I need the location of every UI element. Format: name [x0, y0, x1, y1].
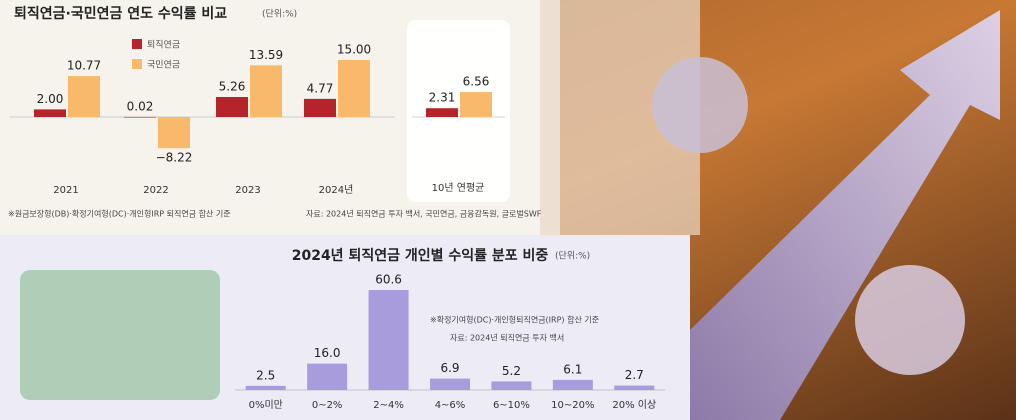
value-label: 15.00: [337, 43, 371, 57]
banknote-arrow: [690, 10, 1000, 420]
money-stack: [20, 270, 220, 400]
bar: [460, 92, 492, 117]
magnifier: [652, 57, 748, 153]
magnifier: [855, 265, 965, 375]
value-label: 13.59: [249, 48, 283, 62]
unit: (단위:%): [262, 9, 297, 20]
bar: [430, 378, 470, 390]
chart-title: 퇴직연금·국민연금 연도 수익률 비교: [14, 5, 227, 22]
note: 자료: 2024년 퇴직연금 투자 백서: [450, 333, 564, 343]
value-label: 6.56: [463, 75, 490, 89]
value-label: 10.77: [67, 59, 101, 73]
value-label: −8.22: [156, 151, 193, 165]
value-label: 2.31: [429, 91, 456, 105]
note: 자료: 2024년 퇴직연금 투자 백서, 국민연금, 금융감독원, 글로벌SW…: [306, 209, 542, 219]
bar: [338, 60, 370, 117]
value-label: 6.1: [563, 362, 582, 376]
bar: [216, 97, 248, 117]
bar: [124, 116, 156, 118]
legend-swatch: [132, 39, 142, 49]
x-tick-label: 20% 이상: [612, 399, 656, 411]
value-label: 60.6: [375, 273, 402, 287]
bar: [491, 381, 532, 390]
unit: (단위:%): [555, 251, 590, 262]
x-tick-label: 4~6%: [435, 400, 466, 411]
x-tick-label: 2021: [53, 185, 78, 196]
x-tick-label: 2024년: [319, 184, 354, 196]
bar: [250, 65, 282, 117]
bar: [68, 76, 100, 117]
x-tick-label: 2023: [235, 185, 260, 196]
note: ※원금보장형(DB)·확정기여형(DC)·개인형IRP 퇴직연금 합산 기준: [8, 209, 231, 219]
x-tick-label: 0%미만: [249, 399, 283, 411]
value-label: 5.2: [502, 364, 521, 378]
value-label: 6.9: [440, 361, 459, 375]
bar: [158, 117, 190, 149]
value-label: 2.00: [37, 92, 64, 106]
value-label: 2.7: [625, 368, 644, 382]
x-tick-label: 2~4%: [373, 400, 404, 411]
x-tick-label: 2022: [143, 185, 168, 196]
x-tick-label: 10년 연평균: [432, 182, 485, 194]
value-label: 4.77: [307, 81, 334, 95]
note: ※확정기여형(DC)·개인형퇴직연금(IRP) 합산 기준: [430, 315, 599, 325]
legend-label: 국민연금: [147, 60, 180, 71]
bar: [368, 290, 409, 390]
legend-swatch: [132, 59, 142, 69]
bar: [426, 108, 458, 117]
x-tick-label: 10~20%: [551, 400, 594, 411]
legend-label: 퇴직연금: [147, 40, 180, 51]
bar: [307, 363, 348, 390]
bar: [552, 379, 593, 390]
bar: [304, 98, 336, 117]
value-label: 16.0: [314, 346, 341, 360]
x-tick-label: 6~10%: [493, 400, 530, 411]
inset-box: [407, 20, 510, 202]
x-tick-label: 0~2%: [312, 400, 343, 411]
value-label: 2.5: [256, 368, 275, 382]
bar: [34, 109, 66, 117]
bar: [245, 385, 286, 390]
value-label: 0.02: [127, 99, 154, 113]
bar: [614, 385, 655, 390]
chart-title: 2024년 퇴직연금 개인별 수익률 분포 비중: [292, 247, 549, 264]
value-label: 5.26: [219, 80, 246, 94]
